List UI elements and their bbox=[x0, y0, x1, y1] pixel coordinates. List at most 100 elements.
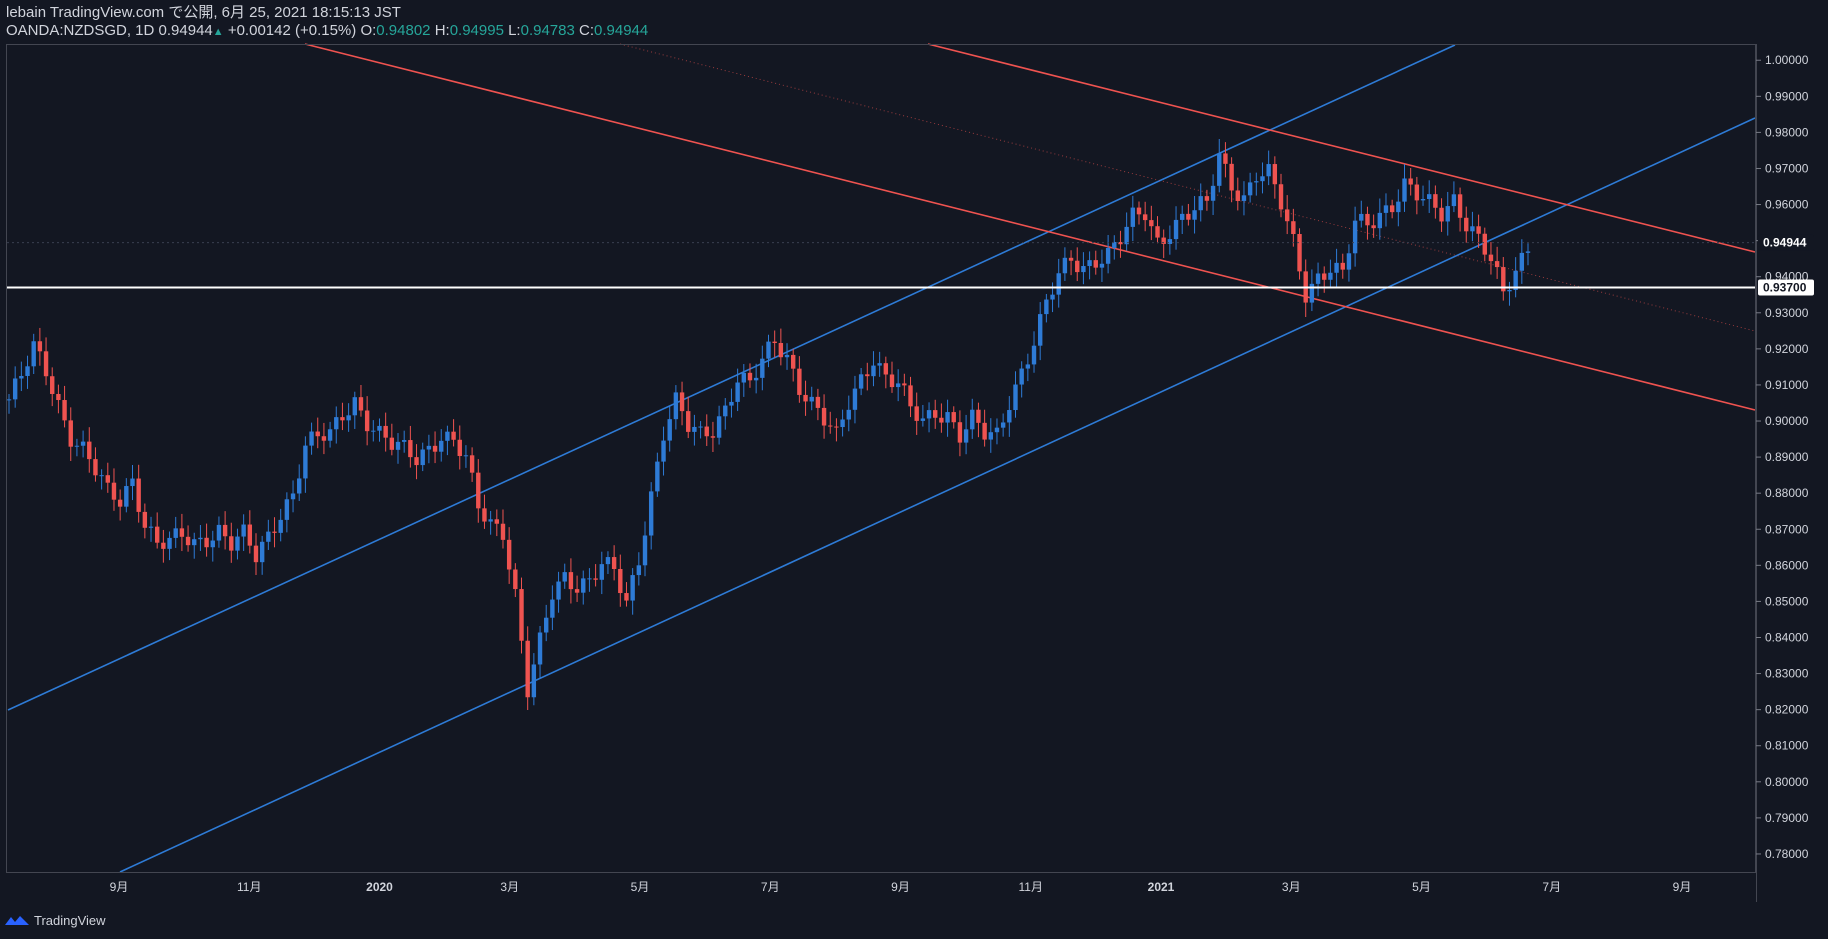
candle[interactable] bbox=[1105, 234, 1111, 274]
candle[interactable] bbox=[1470, 211, 1475, 242]
candle[interactable] bbox=[1328, 259, 1333, 288]
candle[interactable] bbox=[1204, 189, 1210, 211]
candle[interactable] bbox=[1099, 249, 1105, 282]
candle[interactable] bbox=[1420, 185, 1426, 206]
candle[interactable] bbox=[216, 516, 222, 548]
candle[interactable] bbox=[1192, 195, 1197, 234]
candle[interactable] bbox=[1371, 214, 1376, 238]
candle[interactable] bbox=[111, 468, 117, 511]
candle[interactable] bbox=[62, 385, 67, 428]
candle[interactable] bbox=[439, 429, 444, 462]
candle[interactable] bbox=[352, 391, 357, 429]
candle[interactable] bbox=[550, 585, 555, 631]
candle[interactable] bbox=[327, 421, 333, 448]
candle[interactable] bbox=[599, 551, 604, 595]
candle[interactable] bbox=[1525, 243, 1531, 266]
candle[interactable] bbox=[1247, 172, 1253, 203]
candle[interactable] bbox=[1229, 157, 1234, 203]
candle[interactable] bbox=[945, 399, 950, 437]
candle[interactable] bbox=[198, 525, 203, 551]
candle[interactable] bbox=[1149, 205, 1154, 241]
candle[interactable] bbox=[611, 545, 617, 581]
candle[interactable] bbox=[161, 529, 166, 563]
trend-channels[interactable] bbox=[7, 43, 1756, 873]
candle[interactable] bbox=[371, 420, 376, 442]
candle[interactable] bbox=[1439, 198, 1444, 232]
candle[interactable] bbox=[25, 355, 30, 389]
candle[interactable] bbox=[204, 523, 209, 557]
candle[interactable] bbox=[1297, 228, 1302, 280]
candle[interactable] bbox=[877, 351, 882, 377]
candle[interactable] bbox=[772, 330, 777, 358]
candle[interactable] bbox=[395, 433, 401, 464]
candle[interactable] bbox=[1217, 138, 1222, 193]
price-axis[interactable]: 1.000000.990000.980000.970000.960000.950… bbox=[1756, 53, 1809, 861]
candle[interactable] bbox=[982, 409, 987, 447]
candle[interactable] bbox=[506, 527, 512, 584]
candle[interactable] bbox=[1507, 281, 1512, 306]
candle[interactable] bbox=[1377, 198, 1383, 240]
candle[interactable] bbox=[963, 414, 969, 455]
candle[interactable] bbox=[926, 402, 932, 433]
candle[interactable] bbox=[642, 521, 648, 577]
time-axis[interactable]: 9月 11月 2020 3月 5月 7月 9月 11月 2021 3月 5月 7月 9月 bbox=[110, 880, 1692, 894]
candle[interactable] bbox=[815, 388, 821, 421]
candle[interactable] bbox=[1352, 206, 1358, 267]
candlestick-series[interactable] bbox=[6, 138, 1531, 710]
candle[interactable] bbox=[1427, 180, 1432, 213]
candle[interactable] bbox=[630, 568, 635, 615]
candle[interactable] bbox=[321, 422, 327, 455]
channel-up-lower-line[interactable] bbox=[119, 117, 1756, 873]
candle[interactable] bbox=[834, 418, 839, 442]
candle[interactable] bbox=[871, 351, 876, 387]
candle[interactable] bbox=[951, 406, 956, 429]
candle[interactable] bbox=[1488, 242, 1494, 275]
channel-down-upper-line[interactable] bbox=[927, 43, 1756, 253]
candle[interactable] bbox=[476, 459, 481, 523]
candle[interactable] bbox=[544, 604, 549, 642]
candle[interactable] bbox=[1309, 269, 1315, 312]
candle[interactable] bbox=[210, 530, 215, 562]
candle[interactable] bbox=[1315, 262, 1321, 297]
candle[interactable] bbox=[445, 425, 450, 456]
candle[interactable] bbox=[1445, 191, 1450, 236]
candle[interactable] bbox=[19, 361, 24, 392]
candle[interactable] bbox=[1519, 239, 1525, 284]
candle[interactable] bbox=[1025, 353, 1031, 382]
candle[interactable] bbox=[1210, 174, 1216, 215]
candle[interactable] bbox=[1173, 206, 1179, 250]
candle[interactable] bbox=[1031, 331, 1037, 373]
candle[interactable] bbox=[334, 406, 339, 444]
candle[interactable] bbox=[821, 394, 827, 439]
candle[interactable] bbox=[1087, 251, 1092, 280]
candle[interactable] bbox=[716, 405, 722, 445]
candle[interactable] bbox=[519, 577, 524, 654]
candle[interactable] bbox=[185, 525, 191, 552]
candle[interactable] bbox=[358, 385, 364, 417]
candle[interactable] bbox=[655, 452, 660, 497]
candle[interactable] bbox=[624, 582, 629, 607]
candle[interactable] bbox=[648, 482, 654, 550]
candle[interactable] bbox=[1272, 156, 1278, 199]
candle[interactable] bbox=[247, 510, 253, 554]
candle[interactable] bbox=[1494, 246, 1500, 279]
candle[interactable] bbox=[858, 368, 864, 396]
candle[interactable] bbox=[1457, 187, 1463, 232]
candle[interactable] bbox=[531, 653, 537, 706]
candle[interactable] bbox=[1260, 162, 1265, 194]
candle[interactable] bbox=[723, 398, 728, 430]
candle[interactable] bbox=[192, 532, 197, 559]
candle[interactable] bbox=[562, 563, 567, 589]
candle[interactable] bbox=[93, 447, 98, 482]
candle[interactable] bbox=[994, 418, 1000, 445]
candle[interactable] bbox=[797, 356, 802, 403]
candle[interactable] bbox=[988, 418, 993, 453]
candle[interactable] bbox=[902, 373, 907, 396]
candle[interactable] bbox=[383, 412, 388, 452]
candle[interactable] bbox=[241, 514, 246, 551]
candle[interactable] bbox=[1266, 150, 1271, 186]
candle[interactable] bbox=[87, 427, 92, 473]
candle[interactable] bbox=[790, 348, 796, 382]
candle[interactable] bbox=[593, 564, 598, 587]
candle[interactable] bbox=[1513, 257, 1518, 298]
